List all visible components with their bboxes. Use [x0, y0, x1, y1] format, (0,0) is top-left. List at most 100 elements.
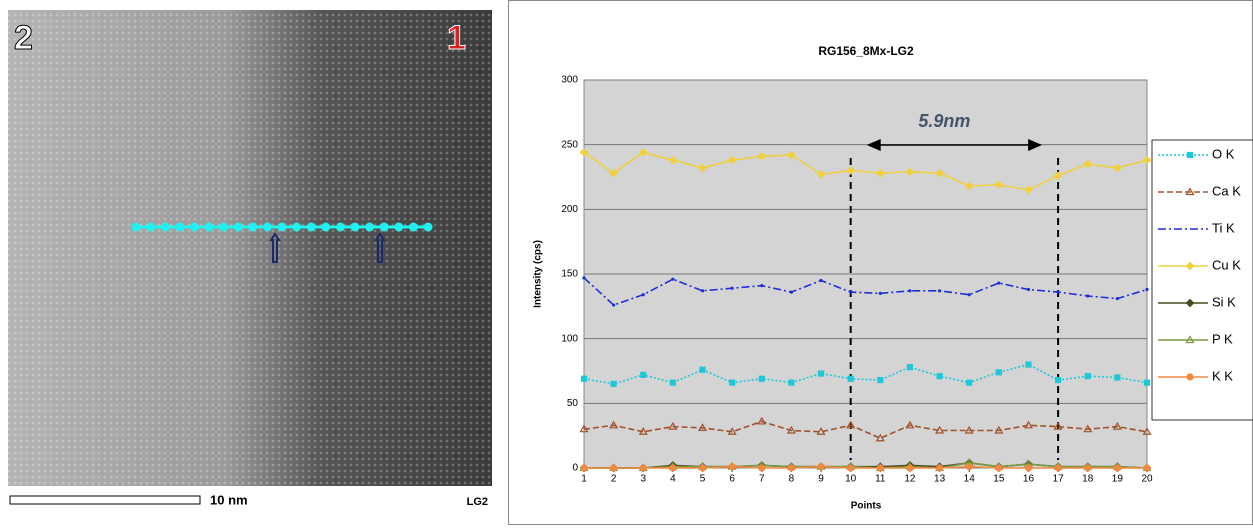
marker	[819, 278, 823, 283]
x-tick-label: 20	[1141, 474, 1153, 485]
x-tick-label: 13	[934, 474, 946, 485]
marker	[875, 168, 885, 178]
marker	[875, 433, 885, 442]
marker	[816, 170, 826, 179]
marker	[1024, 464, 1033, 472]
scale-label: 10 nm	[210, 492, 248, 507]
marker	[1084, 373, 1091, 380]
y-tick-label: 300	[561, 75, 578, 86]
marker	[846, 166, 856, 175]
marker	[1142, 427, 1152, 435]
marker	[697, 423, 708, 432]
region-label: 1	[447, 19, 466, 57]
x-tick-label: 11	[875, 474, 886, 485]
y-axis-label: Intensity (cps)	[533, 240, 544, 308]
marker	[1185, 335, 1195, 344]
marker	[699, 366, 706, 373]
legend-marker	[1186, 151, 1194, 159]
legend-marker	[1186, 373, 1194, 381]
marker	[1114, 374, 1121, 381]
marker	[1113, 464, 1121, 472]
marker	[966, 379, 973, 386]
marker	[1026, 287, 1031, 292]
marker	[1053, 171, 1063, 181]
x-tick-label: 5	[700, 474, 706, 485]
marker	[638, 148, 648, 157]
marker	[995, 369, 1002, 376]
x-tick-label: 19	[1112, 474, 1124, 485]
legend-label: Si K	[1212, 294, 1236, 309]
region-label: 2	[14, 19, 33, 57]
marker	[788, 379, 795, 386]
series-line	[584, 465, 1147, 469]
marker	[698, 464, 707, 472]
marker	[965, 463, 973, 471]
marker	[579, 424, 589, 433]
y-tick-label: 100	[561, 333, 578, 344]
marker	[1185, 298, 1195, 308]
series-line	[583, 363, 1148, 385]
x-tick-label: 14	[964, 474, 976, 485]
marker	[580, 375, 588, 382]
series-line	[583, 277, 1148, 306]
marker	[700, 289, 705, 293]
marker	[906, 464, 914, 472]
marker	[994, 180, 1004, 190]
marker	[789, 290, 794, 294]
marker	[1142, 155, 1152, 165]
marker	[906, 364, 914, 371]
marker	[669, 464, 677, 472]
x-tick-label: 3	[640, 474, 646, 485]
marker	[1056, 290, 1060, 294]
marker	[1185, 187, 1195, 196]
marker	[849, 290, 853, 294]
chart-title: RG156_8Mx-LG2	[818, 44, 914, 58]
marker	[1024, 185, 1033, 195]
legend-marker	[1185, 335, 1195, 344]
marker	[936, 373, 943, 380]
legend-label: K K	[1212, 368, 1233, 383]
marker	[935, 464, 944, 472]
marker	[609, 420, 619, 429]
marker	[582, 276, 586, 280]
marker	[964, 181, 974, 191]
marker	[669, 379, 676, 386]
marker	[1025, 361, 1032, 368]
x-tick-label: 4	[670, 474, 676, 485]
y-tick-label: 200	[561, 204, 578, 215]
marker	[612, 303, 616, 307]
marker	[997, 281, 1001, 285]
marker	[846, 420, 856, 429]
x-tick-label: 2	[611, 474, 617, 485]
annotation: 5.9nm	[918, 111, 970, 131]
marker	[609, 168, 618, 178]
legend-marker	[1185, 261, 1195, 271]
marker	[935, 168, 944, 178]
marker	[579, 148, 589, 157]
marker	[1143, 379, 1151, 386]
marker	[641, 293, 645, 297]
marker	[1113, 163, 1122, 173]
marker	[787, 464, 796, 472]
marker	[786, 425, 796, 434]
marker	[1054, 464, 1062, 472]
marker	[1083, 424, 1093, 433]
marker	[730, 286, 734, 290]
marker	[698, 163, 707, 173]
legend-marker	[1185, 298, 1195, 308]
x-tick-label: 10	[845, 474, 857, 485]
marker	[758, 375, 765, 382]
marker	[877, 376, 884, 384]
marker	[1145, 287, 1149, 292]
legend	[1151, 139, 1253, 421]
x-tick-label: 6	[729, 474, 735, 485]
marker	[787, 150, 796, 160]
marker	[847, 375, 854, 382]
marker	[878, 291, 882, 295]
marker	[640, 371, 647, 378]
x-tick-label: 15	[993, 474, 1005, 485]
marker	[758, 464, 766, 472]
x-tick-label: 17	[1053, 474, 1065, 485]
